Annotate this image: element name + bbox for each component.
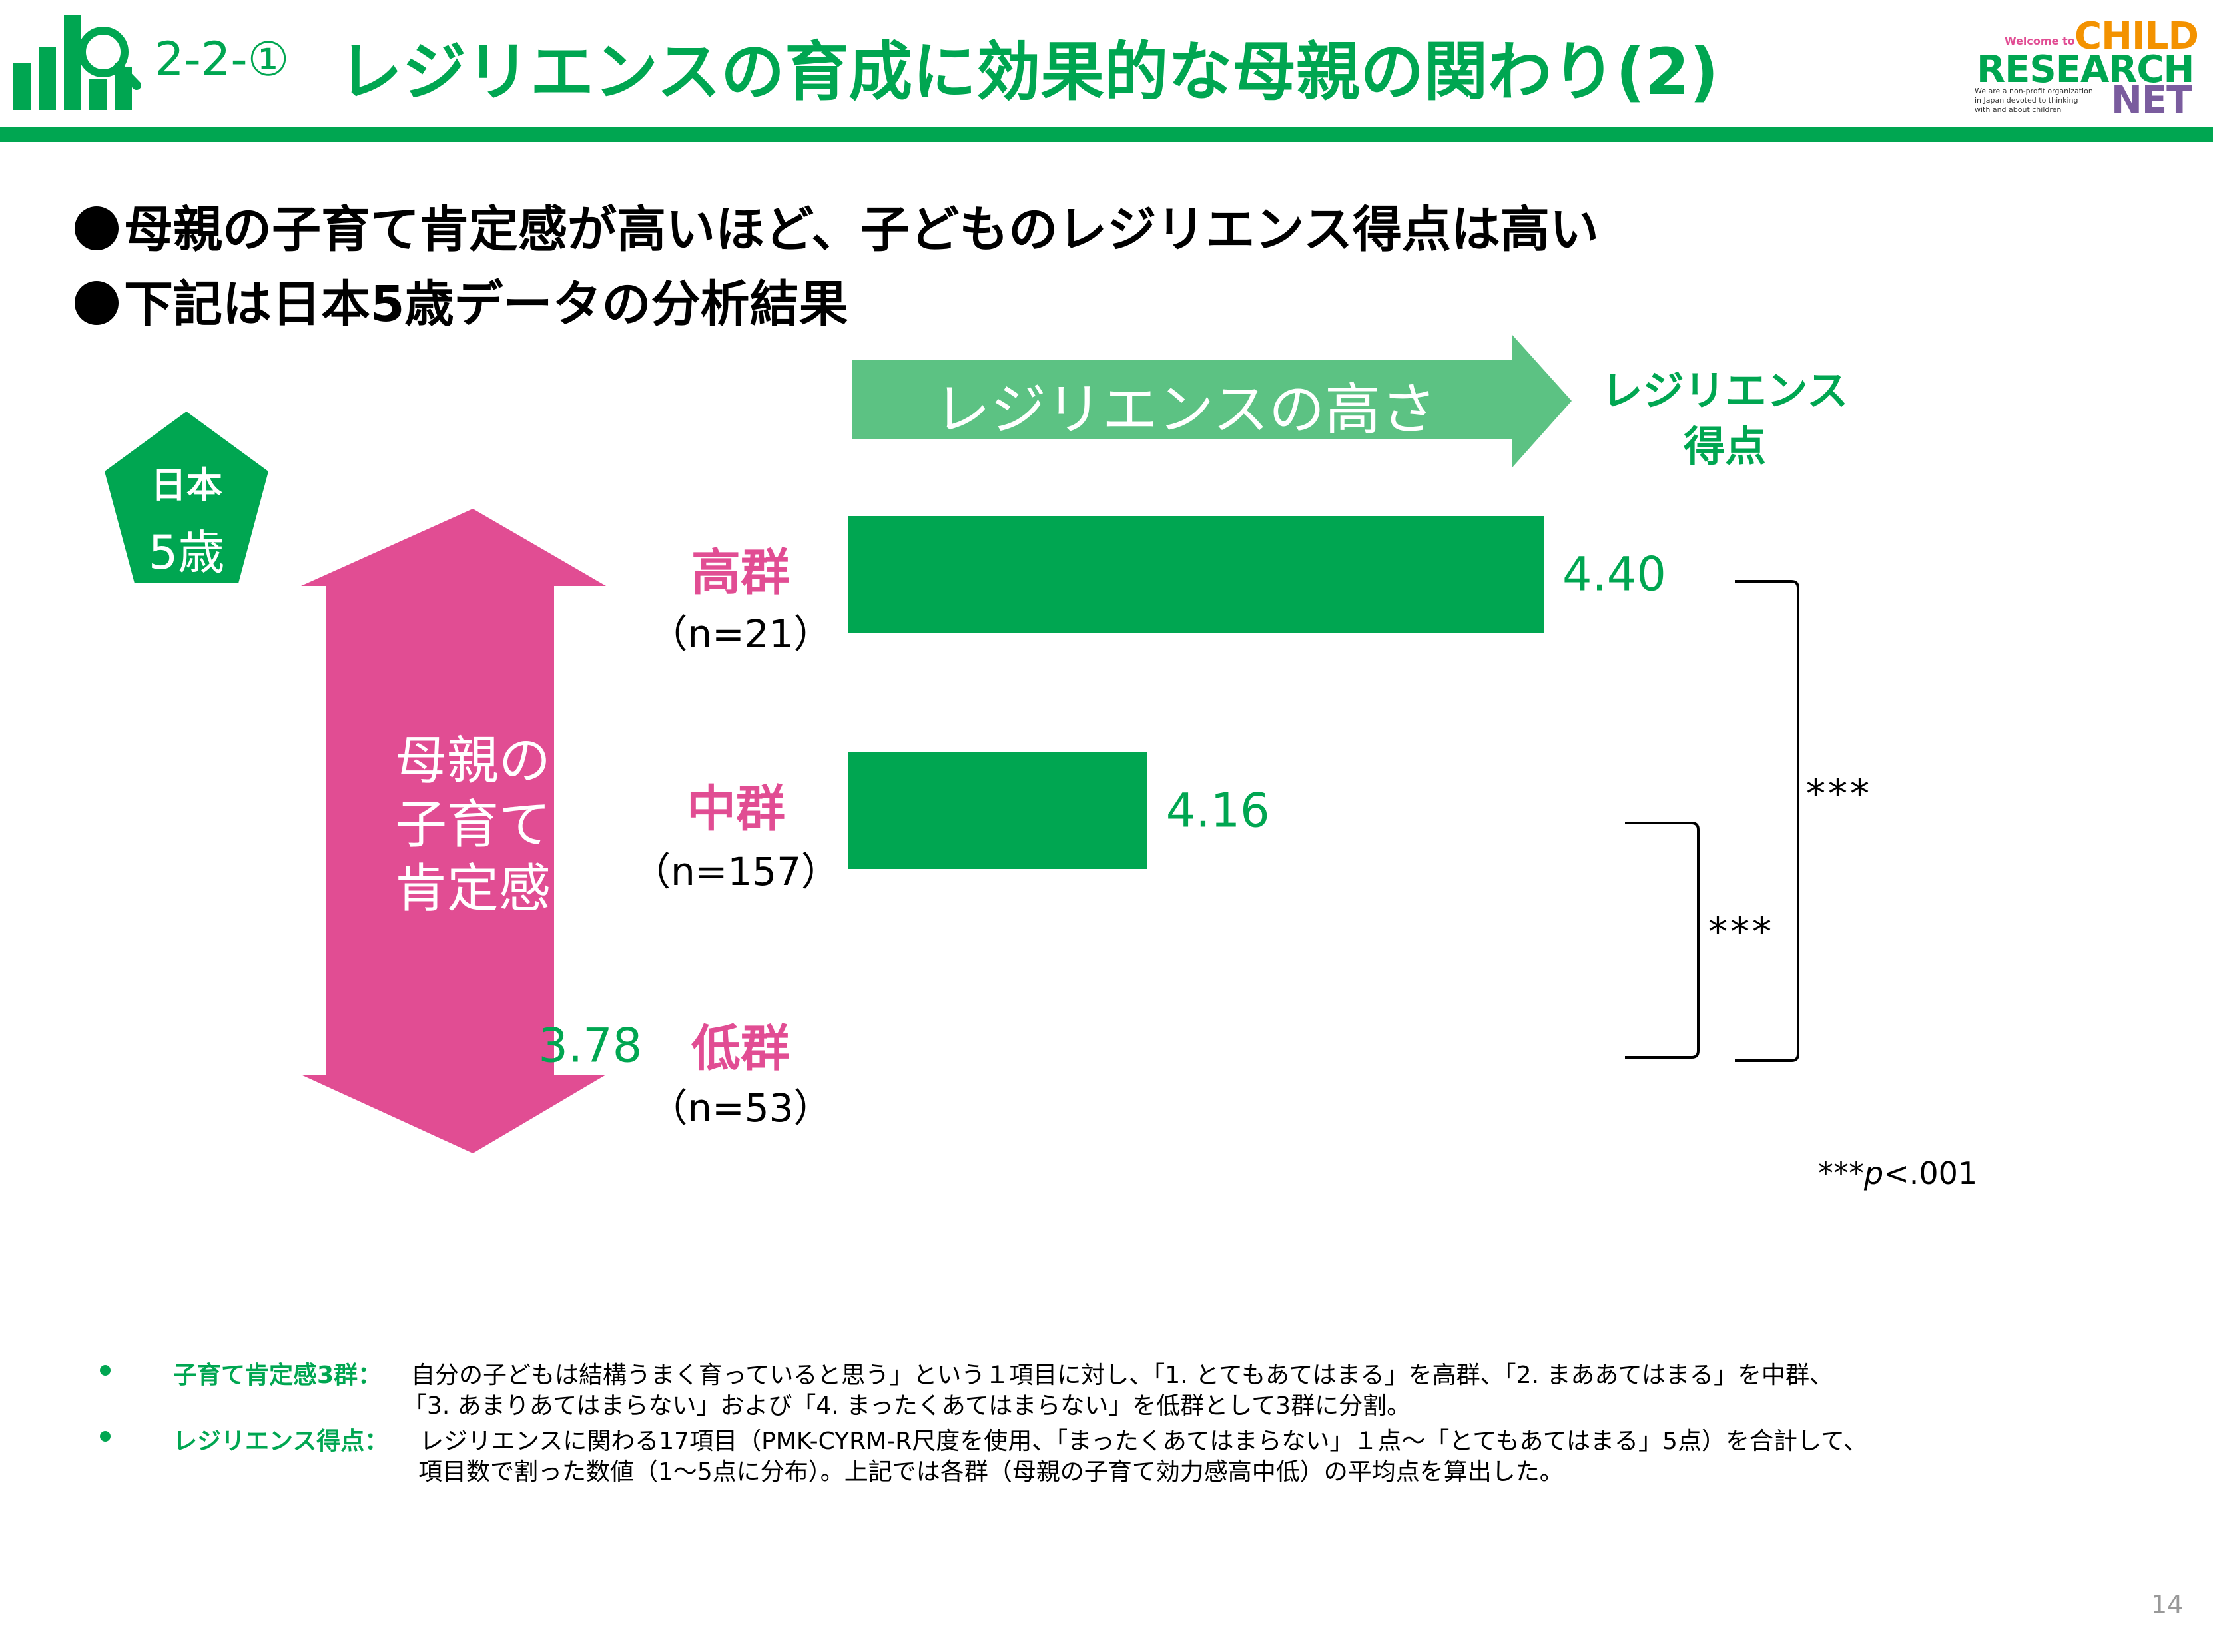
group-n-mid: （n=157） (631, 849, 840, 894)
note-resilience-score: レジリエンス得点： レジリエンスに関わる17項目（PMK-CYRM-R尺度を使用… (100, 1422, 2164, 1486)
resilience-arrow (852, 334, 1572, 468)
bar-mid (848, 752, 1147, 869)
group-label-mid: 中群 (687, 780, 785, 838)
logo-child: CHILD (2074, 15, 2199, 58)
note-2-line-1: レジリエンスに関わる17項目（PMK-CYRM-R尺度を使用、「まったくあてはま… (420, 1428, 1868, 1455)
vertical-label-line-3: 肯定感 (394, 859, 551, 919)
footnote-threshold: <.001 (1883, 1155, 1978, 1191)
page-title: レジリエンスの育成に効果的な母親の関わり(2) (338, 35, 1719, 109)
bullet-text-2: 下記は日本5歳データの分析結果 (124, 276, 848, 333)
logo-net: NET (2111, 79, 2192, 122)
vertical-label-line-1: 母親の (394, 731, 551, 791)
bars-layer: 4.40 4.16 3.78 (538, 516, 1666, 1073)
score-heading-line-2: 得点 (1683, 422, 1766, 471)
badge-country: 日本 (151, 464, 222, 506)
note-bullet-icon (100, 1431, 111, 1442)
significance-label-mid-low: *** (1708, 909, 1774, 954)
parenting-confidence-label: 母親の 子育て 肯定感 (360, 729, 586, 921)
group-n-low: （n=53） (649, 1085, 832, 1131)
group-label-low: 低群 (691, 1020, 790, 1077)
page-number: 14 (2151, 1590, 2184, 1619)
note-1-line-1: 自分の子どもは結構うまく育っていると思う」という１項目に対し、「1. とてもあて… (411, 1362, 1834, 1389)
arrow-label: レジリエンスの高さ (934, 377, 1437, 442)
note-bullet-icon (100, 1365, 111, 1376)
footnote-stars: *** (1818, 1155, 1864, 1191)
note-term-2: レジリエンス得点： (173, 1428, 389, 1455)
section-number: 2-2-① (155, 32, 290, 87)
bracket-high-low (1735, 580, 1799, 1062)
badge-age: 5歳 (148, 525, 225, 580)
header-divider (0, 127, 2213, 142)
bullet-point-1: 母親の子育て肯定感が高いほど、子どものレジリエンス得点は高い (75, 190, 1599, 261)
significance-brackets (1625, 580, 1799, 1062)
group-label-high: 高群 (691, 544, 790, 601)
group-n-high: （n=21） (649, 611, 832, 657)
significance-label-high-low: *** (1806, 771, 1872, 816)
note-term-1: 子育て肯定感3群： (173, 1362, 382, 1389)
bullet-dot-icon (75, 281, 119, 325)
parenting-confidence-arrow (301, 509, 606, 1153)
bullet-dot-icon (75, 206, 119, 250)
significance-footnote: ***p<.001 (1818, 1155, 1977, 1191)
bullet-point-2: 下記は日本5歳データの分析結果 (75, 264, 848, 336)
score-heading: レジリエンス 得点 (1572, 363, 1878, 475)
note-1-line-2: 「3. あまりあてはまらない」および「4. まったくあてはまらない」を低群として… (403, 1392, 1411, 1420)
footnote-p: p (1864, 1155, 1884, 1191)
value-label-high: 4.40 (1562, 547, 1666, 602)
value-label-low: 3.78 (538, 1019, 642, 1073)
bar-high (848, 516, 1544, 633)
bullet-text-1: 母親の子育て肯定感が高いほど、子どものレジリエンス得点は高い (124, 201, 1599, 258)
vertical-label-line-2: 子育て (394, 795, 551, 855)
note-2-line-2: 項目数で割った数値（1〜5点に分布）。上記では各群（母親の子育て効力感高中低）の… (418, 1458, 1564, 1486)
logo-welcome-text: Welcome to (2005, 35, 2075, 47)
value-label-mid: 4.16 (1166, 784, 1270, 838)
note-parenting-groups: 子育て肯定感3群： 自分の子どもは結構うまく育っていると思う」という１項目に対し… (100, 1356, 2164, 1420)
japan-age-badge-shape (105, 412, 268, 583)
logo-research: RESEARCH (1977, 48, 2194, 91)
chart-search-icon (13, 15, 141, 110)
logo-tagline: We are a non-profit organization in Japa… (1975, 87, 2093, 114)
bracket-mid-low (1625, 822, 1700, 1059)
score-heading-line-1: レジリエンス (1601, 366, 1849, 415)
